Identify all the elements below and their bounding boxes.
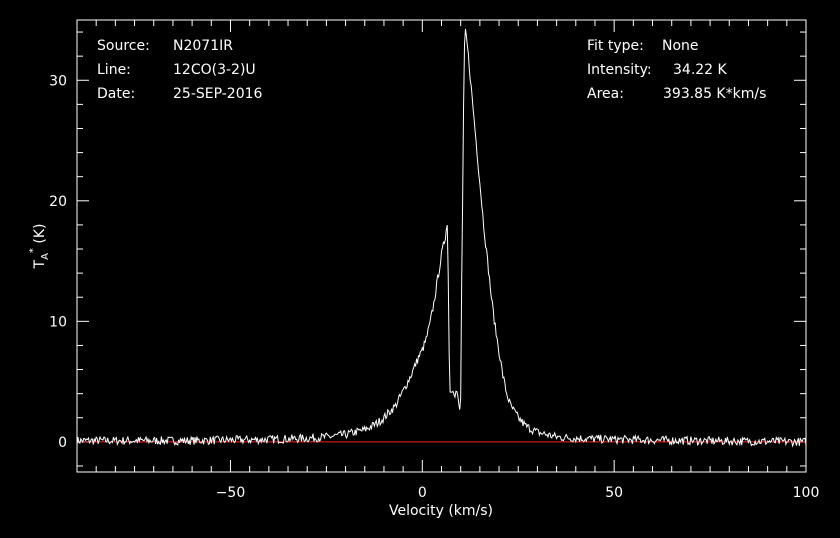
source-value: N2071IR xyxy=(173,38,233,54)
intensity-label: Intensity: xyxy=(587,62,652,78)
spectrum-line xyxy=(76,28,807,448)
x-tick-label: 0 xyxy=(418,485,427,501)
y-axis-label-unit: (K) xyxy=(32,224,48,249)
area-value: 393.85 K*km/s xyxy=(663,86,766,102)
x-tick-label: 50 xyxy=(605,485,623,501)
fit-type-label: Fit type: xyxy=(587,38,644,54)
source-label: Source: xyxy=(97,38,150,54)
line-label: Line: xyxy=(97,62,131,78)
x-tick-label: −50 xyxy=(216,485,246,501)
area-label: Area: xyxy=(587,86,624,102)
y-axis-label-sub: A xyxy=(40,253,51,260)
x-tick-labels: −50 0 50 100 xyxy=(216,485,820,501)
y-tick-label: 10 xyxy=(49,314,67,330)
fit-type-value: None xyxy=(662,38,699,54)
y-axis-label-main: T xyxy=(32,259,48,269)
header-info-left: Source: N2071IR Line: 12CO(3-2)U Date: 2… xyxy=(97,38,263,102)
date-value: 25-SEP-2016 xyxy=(173,86,263,102)
line-value: 12CO(3-2)U xyxy=(173,62,256,78)
header-info-right: Fit type: None Intensity: 34.22 K Area: … xyxy=(587,38,766,102)
intensity-value: 34.22 K xyxy=(673,62,728,78)
y-tick-label: 30 xyxy=(49,73,67,89)
y-tick-label: 0 xyxy=(58,435,67,451)
x-axis-label: Velocity (km/s) xyxy=(389,503,493,519)
date-label: Date: xyxy=(97,86,135,102)
y-tick-labels: 0 10 20 30 xyxy=(49,73,67,451)
svg-text:TA* (K): TA* (K) xyxy=(28,224,51,270)
y-axis-label-sup: * xyxy=(28,248,39,253)
y-tick-label: 20 xyxy=(49,194,67,210)
y-axis-label: TA* (K) xyxy=(28,224,51,270)
x-tick-label: 100 xyxy=(793,485,820,501)
